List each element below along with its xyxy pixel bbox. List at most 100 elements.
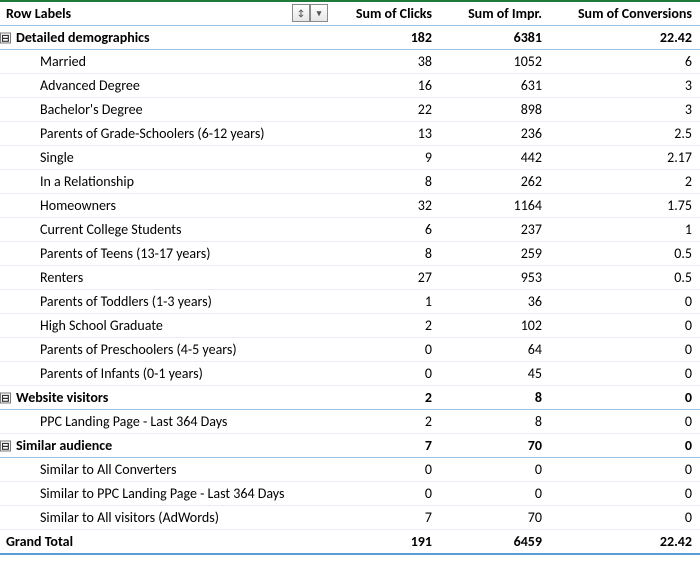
header-row-labels-text: Row Labels	[6, 5, 71, 22]
group-conversions: 0	[550, 434, 700, 458]
group-clicks: 7	[330, 434, 440, 458]
group-conversions: 22.42	[550, 26, 700, 50]
table-row[interactable]: Similar to All Converters000	[0, 458, 700, 482]
table-row[interactable]: Current College Students62371	[0, 218, 700, 242]
row-clicks: 6	[330, 218, 440, 242]
row-clicks: 8	[330, 242, 440, 266]
row-impr: 259	[440, 242, 550, 266]
row-label: Parents of Grade-Schoolers (6-12 years)	[0, 122, 330, 146]
row-clicks: 16	[330, 74, 440, 98]
table-row[interactable]: Parents of Toddlers (1-3 years)1360	[0, 290, 700, 314]
row-conversions: 2.5	[550, 122, 700, 146]
group-label: Website visitors	[16, 389, 108, 406]
table-row[interactable]: Homeowners3211641.75	[0, 194, 700, 218]
table-row[interactable]: Parents of Teens (13-17 years)82590.5	[0, 242, 700, 266]
row-conversions: 1	[550, 218, 700, 242]
row-label: Advanced Degree	[0, 74, 330, 98]
row-impr: 8	[440, 410, 550, 434]
row-conversions: 0	[550, 290, 700, 314]
row-conversions: 0	[550, 482, 700, 506]
row-clicks: 32	[330, 194, 440, 218]
row-clicks: 0	[330, 482, 440, 506]
row-label: In a Relationship	[0, 170, 330, 194]
row-label: Current College Students	[0, 218, 330, 242]
row-impr: 237	[440, 218, 550, 242]
row-conversions: 6	[550, 50, 700, 74]
row-conversions: 0.5	[550, 266, 700, 290]
row-impr: 64	[440, 338, 550, 362]
collapse-icon[interactable]: ⊟	[0, 440, 11, 451]
row-label: Married	[0, 50, 330, 74]
row-clicks: 1	[330, 290, 440, 314]
table-row[interactable]: Parents of Grade-Schoolers (6-12 years)1…	[0, 122, 700, 146]
table-row[interactable]: In a Relationship82622	[0, 170, 700, 194]
row-label: High School Graduate	[0, 314, 330, 338]
sort-icon[interactable]: ↕	[292, 4, 310, 22]
grand-total-conversions: 22.42	[550, 530, 700, 555]
row-impr: 442	[440, 146, 550, 170]
group-impr: 6381	[440, 26, 550, 50]
row-label: Single	[0, 146, 330, 170]
row-impr: 0	[440, 482, 550, 506]
row-clicks: 0	[330, 362, 440, 386]
row-conversions: 3	[550, 98, 700, 122]
row-clicks: 9	[330, 146, 440, 170]
header-clicks[interactable]: Sum of Clicks	[330, 1, 440, 26]
row-impr: 70	[440, 506, 550, 530]
row-label: Parents of Toddlers (1-3 years)	[0, 290, 330, 314]
grand-total-impr: 6459	[440, 530, 550, 555]
table-row[interactable]: Similar to PPC Landing Page - Last 364 D…	[0, 482, 700, 506]
pivot-body: ⊟Detailed demographics182638122.42Marrie…	[0, 26, 700, 555]
group-row[interactable]: ⊟Detailed demographics182638122.42	[0, 26, 700, 50]
row-impr: 0	[440, 458, 550, 482]
row-clicks: 13	[330, 122, 440, 146]
row-label: Bachelor's Degree	[0, 98, 330, 122]
table-row[interactable]: High School Graduate21020	[0, 314, 700, 338]
row-conversions: 2	[550, 170, 700, 194]
row-impr: 236	[440, 122, 550, 146]
grand-total-label: Grand Total	[0, 530, 330, 555]
table-row[interactable]: Married3810526	[0, 50, 700, 74]
row-conversions: 2.17	[550, 146, 700, 170]
row-label: Parents of Infants (0-1 years)	[0, 362, 330, 386]
row-impr: 36	[440, 290, 550, 314]
table-row[interactable]: Advanced Degree166313	[0, 74, 700, 98]
table-row[interactable]: Renters279530.5	[0, 266, 700, 290]
row-clicks: 0	[330, 338, 440, 362]
row-label: Similar to PPC Landing Page - Last 364 D…	[0, 482, 330, 506]
group-label: Similar audience	[16, 437, 112, 454]
row-label: Renters	[0, 266, 330, 290]
table-row[interactable]: Bachelor's Degree228983	[0, 98, 700, 122]
header-row-labels[interactable]: Row Labels ↕ ▾	[0, 1, 330, 26]
group-row[interactable]: ⊟ Similar audience 7700	[0, 434, 700, 458]
group-row[interactable]: ⊟Website visitors280	[0, 386, 700, 410]
row-conversions: 0	[550, 338, 700, 362]
row-conversions: 0	[550, 506, 700, 530]
header-impr[interactable]: Sum of Impr.	[440, 1, 550, 26]
group-label: Detailed demographics	[16, 29, 150, 46]
row-impr: 1052	[440, 50, 550, 74]
group-impr: 8	[440, 386, 550, 410]
row-clicks: 38	[330, 50, 440, 74]
grand-total-row: Grand Total191645922.42	[0, 530, 700, 555]
row-impr: 631	[440, 74, 550, 98]
row-conversions: 0	[550, 410, 700, 434]
row-conversions: 0	[550, 458, 700, 482]
row-impr: 262	[440, 170, 550, 194]
table-row[interactable]: Single94422.17	[0, 146, 700, 170]
table-row[interactable]: Parents of Infants (0-1 years)0450	[0, 362, 700, 386]
row-impr: 102	[440, 314, 550, 338]
row-clicks: 0	[330, 458, 440, 482]
group-impr: 70	[440, 434, 550, 458]
row-conversions: 1.75	[550, 194, 700, 218]
dropdown-icon[interactable]: ▾	[310, 4, 328, 22]
table-row[interactable]: PPC Landing Page - Last 364 Days280	[0, 410, 700, 434]
header-conversions[interactable]: Sum of Conversions	[550, 1, 700, 26]
collapse-icon[interactable]: ⊟	[0, 32, 11, 43]
collapse-icon[interactable]: ⊟	[0, 392, 11, 403]
row-label: Similar to All visitors (AdWords)	[0, 506, 330, 530]
table-row[interactable]: Parents of Preschoolers (4-5 years)0640	[0, 338, 700, 362]
row-impr: 898	[440, 98, 550, 122]
group-conversions: 0	[550, 386, 700, 410]
table-row[interactable]: Similar to All visitors (AdWords)7700	[0, 506, 700, 530]
